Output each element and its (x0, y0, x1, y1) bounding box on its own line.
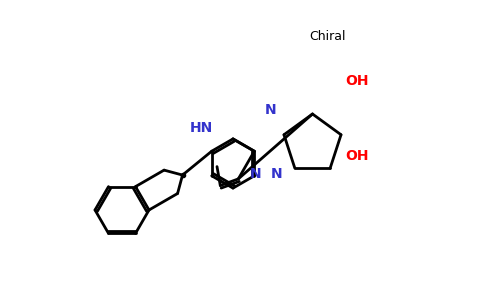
Text: OH: OH (346, 149, 369, 163)
Text: N: N (271, 167, 282, 181)
Text: HN: HN (190, 121, 213, 134)
Text: OH: OH (346, 74, 369, 88)
Text: N: N (265, 103, 276, 116)
Text: Chiral: Chiral (309, 29, 346, 43)
Text: N: N (250, 167, 261, 181)
